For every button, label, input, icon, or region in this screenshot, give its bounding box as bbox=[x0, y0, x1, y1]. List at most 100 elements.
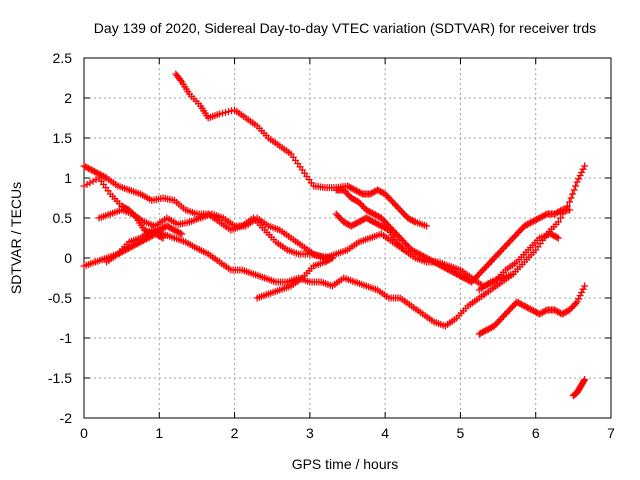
data-point bbox=[429, 257, 437, 265]
data-point bbox=[537, 213, 545, 221]
y-tick-label: -2 bbox=[60, 410, 73, 426]
data-point bbox=[92, 176, 100, 184]
data-point bbox=[368, 217, 376, 225]
series-arc-6 bbox=[103, 230, 167, 266]
data-point bbox=[575, 175, 583, 183]
series-arc-8 bbox=[332, 186, 574, 286]
data-point bbox=[127, 243, 135, 251]
data-point bbox=[369, 188, 377, 196]
data-point bbox=[126, 244, 134, 252]
x-tick-label: 6 bbox=[532, 425, 540, 441]
data-point bbox=[423, 254, 431, 262]
data-point bbox=[92, 168, 100, 176]
series-arc-3 bbox=[80, 162, 589, 330]
data-point bbox=[366, 190, 374, 198]
data-point bbox=[563, 308, 571, 316]
data-point bbox=[349, 195, 357, 203]
data-point bbox=[335, 213, 343, 221]
data-point bbox=[510, 233, 518, 241]
data-point bbox=[501, 311, 509, 319]
data-point bbox=[516, 300, 524, 308]
data-point bbox=[374, 186, 382, 194]
data-point bbox=[141, 236, 149, 244]
data-point bbox=[359, 216, 367, 224]
data-point bbox=[578, 168, 586, 176]
data-point bbox=[520, 222, 528, 230]
data-point bbox=[581, 376, 589, 384]
data-point bbox=[499, 312, 507, 320]
data-point bbox=[120, 247, 128, 255]
data-point bbox=[371, 219, 379, 227]
data-point bbox=[420, 252, 428, 260]
data-point bbox=[375, 187, 383, 195]
data-point bbox=[531, 308, 539, 316]
data-point bbox=[322, 257, 330, 265]
data-point bbox=[216, 110, 224, 118]
data-point bbox=[466, 277, 474, 285]
data-point bbox=[390, 200, 398, 208]
data-point bbox=[376, 221, 384, 229]
data-point bbox=[528, 306, 536, 314]
data-point bbox=[394, 240, 402, 248]
data-point bbox=[365, 216, 373, 224]
data-point bbox=[160, 224, 168, 232]
data-point bbox=[534, 215, 542, 223]
data-point bbox=[555, 308, 563, 316]
data-point bbox=[551, 232, 559, 240]
data-point bbox=[374, 220, 382, 228]
data-point bbox=[334, 212, 342, 220]
data-point bbox=[379, 216, 387, 224]
data-point bbox=[481, 327, 489, 335]
data-point bbox=[542, 307, 550, 315]
data-point bbox=[398, 208, 406, 216]
data-point bbox=[364, 207, 372, 215]
data-point bbox=[94, 169, 102, 177]
y-tick-label: 0 bbox=[64, 250, 72, 266]
data-point bbox=[441, 264, 449, 272]
data-point bbox=[535, 310, 543, 318]
data-point bbox=[522, 221, 530, 229]
data-point bbox=[353, 219, 361, 227]
data-point bbox=[554, 308, 562, 316]
x-tick-label: 2 bbox=[231, 425, 239, 441]
data-point bbox=[350, 196, 358, 204]
data-point bbox=[493, 251, 501, 259]
data-point bbox=[412, 248, 420, 256]
data-point bbox=[383, 192, 391, 200]
data-point bbox=[389, 227, 397, 235]
data-point bbox=[554, 218, 562, 226]
data-point bbox=[362, 206, 370, 214]
data-point bbox=[80, 162, 88, 170]
data-point bbox=[397, 243, 405, 251]
data-point bbox=[579, 285, 587, 293]
data-point bbox=[483, 326, 491, 334]
data-point bbox=[525, 304, 533, 312]
data-point bbox=[573, 298, 581, 306]
data-point bbox=[548, 231, 556, 239]
data-point bbox=[350, 220, 358, 228]
data-point bbox=[131, 212, 139, 220]
data-point bbox=[566, 306, 574, 314]
data-point bbox=[492, 320, 500, 328]
data-point bbox=[344, 182, 351, 190]
data-point bbox=[368, 209, 376, 217]
data-point bbox=[147, 232, 155, 240]
data-point bbox=[510, 301, 518, 309]
data-point bbox=[480, 265, 488, 273]
data-point bbox=[325, 256, 333, 264]
series-arc-10 bbox=[475, 282, 589, 338]
data-point bbox=[383, 225, 391, 233]
data-point bbox=[222, 108, 230, 116]
data-point bbox=[401, 211, 409, 219]
data-point bbox=[121, 246, 129, 254]
data-point bbox=[410, 217, 418, 225]
data-point bbox=[83, 164, 91, 172]
data-point bbox=[462, 275, 470, 283]
data-point bbox=[341, 188, 349, 196]
data-point bbox=[132, 240, 140, 248]
data-point bbox=[448, 268, 456, 276]
data-point bbox=[529, 217, 537, 225]
data-point bbox=[119, 203, 127, 211]
data-point bbox=[554, 234, 562, 242]
